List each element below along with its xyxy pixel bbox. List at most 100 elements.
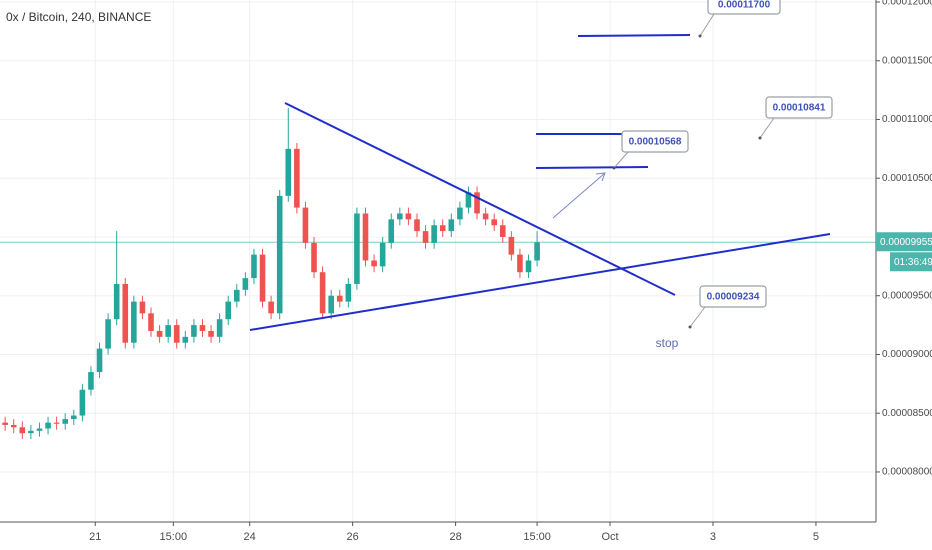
candle-body (371, 260, 377, 267)
candle-body (285, 148, 292, 196)
x-tick-label: 28 (449, 531, 461, 543)
candle-body (165, 325, 171, 337)
candle-body (474, 192, 480, 214)
candle-body (276, 195, 283, 314)
trendline (284, 102, 676, 296)
y-tick-label: 0.00009500 (882, 290, 932, 301)
candle-body (70, 415, 77, 420)
candle-body (88, 372, 94, 390)
x-tick-label: 5 (813, 531, 819, 543)
candle-body (379, 242, 386, 267)
candle-body (199, 325, 206, 331)
candle-body (319, 272, 326, 314)
candle-body (294, 148, 300, 208)
candle-body (354, 213, 360, 284)
candle-body (182, 336, 189, 343)
callout: 0.00011700 (698, 0, 781, 38)
x-tick-label: 3 (710, 531, 716, 543)
candle-body (422, 231, 429, 243)
candle-body (508, 236, 515, 255)
candle-body (10, 424, 17, 428)
candle-body (45, 422, 51, 429)
candle-body (191, 325, 197, 337)
candle-body (345, 283, 352, 302)
candle-body (525, 260, 532, 273)
candle-body (122, 283, 129, 343)
callout-text: 0.00010841 (773, 103, 826, 114)
candle-body (439, 225, 446, 232)
x-tick-label: 26 (347, 531, 359, 543)
candle-body (362, 213, 369, 261)
candle-body (414, 219, 420, 232)
candle-body (499, 225, 506, 237)
candle-body (2, 422, 8, 425)
candle-body (96, 348, 103, 373)
candle-body (534, 242, 540, 261)
candle-body (208, 330, 214, 337)
callout-text: 0.00009234 (707, 292, 760, 303)
x-tick-label: 21 (89, 531, 101, 543)
candle-body (251, 254, 257, 279)
candle-body (225, 301, 232, 320)
candle-body (302, 207, 309, 243)
callout-text: 0.00010568 (629, 137, 682, 148)
x-tick-label: 24 (244, 531, 256, 543)
y-tick-label: 0.00011000 (882, 114, 932, 125)
candle-body (259, 254, 266, 302)
candle-body (268, 301, 274, 314)
candle-body (28, 430, 34, 434)
candle-body (53, 422, 60, 424)
grid-layer (0, 0, 876, 522)
candle-body (36, 428, 43, 431)
candle-body (156, 330, 163, 337)
annotation-text: stop (656, 336, 679, 350)
last-price-label: 0.00009955 (880, 237, 932, 248)
last-price-box (876, 232, 932, 252)
candle-body (19, 427, 26, 434)
candle-body (431, 225, 437, 243)
y-tick-label: 0.00012000 (882, 0, 932, 8)
candle-body (216, 319, 223, 337)
candle-body (311, 242, 317, 273)
candle-body (482, 213, 489, 220)
y-tick-label: 0.00009000 (882, 349, 932, 360)
candle-body (242, 278, 249, 290)
candle-body (105, 319, 111, 349)
candle-body (139, 301, 146, 314)
candles (2, 107, 540, 440)
candle-body (113, 283, 120, 320)
countdown-label: 01:36:49 (894, 257, 932, 268)
callout: 0.00010841 (758, 96, 833, 140)
candle-body (173, 325, 180, 343)
candle-body (517, 254, 523, 273)
candle-body (448, 219, 455, 232)
candle-body (62, 419, 69, 424)
arrow (552, 172, 606, 219)
candle-body (465, 192, 472, 208)
candle-body (336, 295, 343, 302)
arrow-head (595, 172, 606, 182)
candle-body (148, 313, 154, 331)
x-tick-label: Oct (601, 531, 618, 543)
callout: 0.00009234 (688, 285, 767, 329)
y-tick-label: 0.00011500 (882, 55, 932, 66)
candle-body (405, 213, 412, 220)
y-tick-label: 0.00008500 (882, 408, 932, 419)
x-tick-label: 15:00 (160, 531, 188, 543)
level-line (535, 166, 649, 169)
countdown-box (890, 252, 932, 272)
level-line (577, 34, 691, 37)
axis-labels: 0.00008000 0.00008500 0.00009000 0.00009500… (89, 0, 932, 543)
y-tick-label: 0.00008000 (882, 467, 932, 478)
candle-body (397, 213, 403, 220)
candle-body (328, 295, 334, 314)
callout: 0.00010568 (612, 130, 689, 170)
callout-text: 0.00011700 (718, 0, 771, 11)
trendline (249, 233, 831, 331)
candle-body (131, 301, 137, 343)
candle-body (491, 219, 497, 226)
x-tick-label: 15:00 (523, 531, 551, 543)
candle-body (388, 219, 395, 243)
chart-title: 0x / Bitcoin, 240, BINANCE (6, 10, 151, 24)
